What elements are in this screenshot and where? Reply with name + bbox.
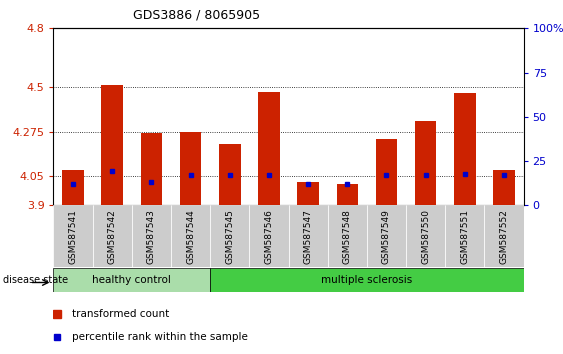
Bar [53,268,210,292]
Bar [101,85,123,205]
Text: transformed count: transformed count [72,309,169,319]
Bar [297,182,319,205]
Bar [249,205,288,267]
Text: GDS3886 / 8065905: GDS3886 / 8065905 [133,9,261,22]
Text: healthy control: healthy control [92,275,171,285]
Bar [484,205,524,267]
Text: GSM587547: GSM587547 [303,209,312,264]
Bar [93,205,132,267]
Bar [406,205,445,267]
Bar [288,205,328,267]
Text: GSM587541: GSM587541 [69,209,78,264]
Bar [171,205,210,267]
Text: GSM587552: GSM587552 [499,209,508,264]
Text: GSM587542: GSM587542 [108,209,117,264]
Text: GSM587549: GSM587549 [382,209,391,264]
Bar [367,205,406,267]
Bar [210,268,524,292]
Bar [445,205,484,267]
Bar [328,205,367,267]
Text: GSM587543: GSM587543 [147,209,156,264]
Text: percentile rank within the sample: percentile rank within the sample [72,332,248,342]
Bar [141,132,162,205]
Text: multiple sclerosis: multiple sclerosis [321,275,413,285]
Bar [493,170,515,205]
Text: disease state: disease state [3,275,68,285]
Bar [415,121,436,205]
Text: GSM587546: GSM587546 [265,209,274,264]
Text: GSM587551: GSM587551 [461,209,470,264]
Text: GSM587550: GSM587550 [421,209,430,264]
Bar [376,139,397,205]
Bar [53,205,93,267]
Bar [62,170,84,205]
Bar [132,205,171,267]
Bar [210,205,249,267]
Text: GSM587544: GSM587544 [186,209,195,264]
Text: GSM587545: GSM587545 [225,209,234,264]
Bar [180,132,202,205]
Bar [219,144,240,205]
Bar [258,92,280,205]
Bar [337,184,358,205]
Text: GSM587548: GSM587548 [343,209,352,264]
Bar [454,93,476,205]
